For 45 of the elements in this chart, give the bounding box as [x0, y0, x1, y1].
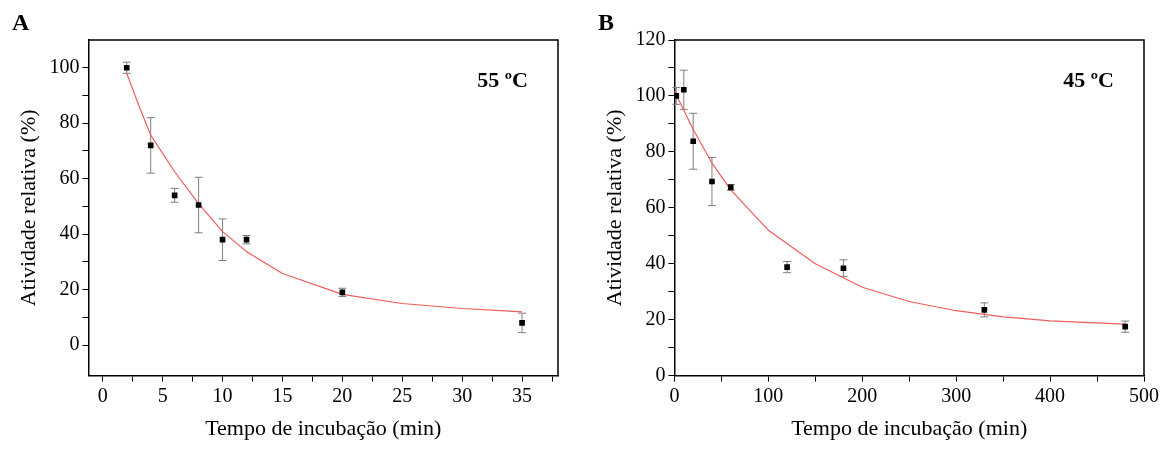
x-tick-label: 15	[272, 383, 293, 406]
x-tick-label: 100	[753, 383, 784, 406]
x-tick-label: 0	[669, 383, 680, 406]
y-axis-title: Atividade relativa (%)	[14, 109, 40, 307]
y-tick-label: 40	[645, 250, 666, 273]
chart-title: B	[598, 9, 615, 36]
y-tick-label: 60	[59, 165, 80, 188]
annotation: 55 ºC	[477, 66, 528, 92]
y-tick-label: 120	[635, 27, 666, 50]
x-tick-label: 30	[452, 383, 473, 406]
point	[690, 138, 697, 145]
x-tick-label: 400	[1035, 383, 1066, 406]
x-tick-label: 200	[847, 383, 878, 406]
y-tick-label: 0	[655, 362, 666, 385]
x-tick-label: 0	[97, 383, 108, 406]
x-axis-title: Tempo de incubação (min)	[791, 414, 1028, 440]
point	[680, 86, 687, 93]
x-tick-label: 35	[512, 383, 533, 406]
point	[171, 192, 178, 199]
point	[147, 142, 154, 149]
point	[840, 265, 847, 272]
point	[195, 202, 202, 208]
point	[709, 178, 715, 185]
y-tick-label: 60	[645, 195, 666, 218]
x-tick-label: 5	[157, 383, 168, 406]
chart-title: A	[12, 9, 30, 36]
x-tick-label: 20	[332, 383, 353, 406]
y-tick-label: 100	[49, 54, 80, 77]
y-tick-label: 100	[635, 83, 666, 106]
point	[219, 236, 226, 243]
y-axis-title: Atividade relativa (%)	[600, 109, 626, 307]
y-tick-label: 20	[59, 276, 80, 299]
point	[519, 320, 525, 326]
x-tick-label: 25	[392, 383, 413, 406]
y-tick-label: 40	[59, 221, 80, 244]
y-tick-label: 20	[645, 306, 666, 329]
x-tick-label: 10	[212, 383, 233, 406]
y-tick-label: 80	[59, 110, 80, 133]
x-axis-title: Tempo de incubação (min)	[205, 414, 442, 440]
y-tick-label: 0	[69, 332, 80, 355]
y-tick-label: 80	[645, 139, 666, 162]
point	[981, 307, 988, 313]
x-tick-label: 500	[1129, 383, 1159, 406]
annotation: 45 ºC	[1063, 66, 1114, 92]
x-tick-label: 300	[941, 383, 972, 406]
